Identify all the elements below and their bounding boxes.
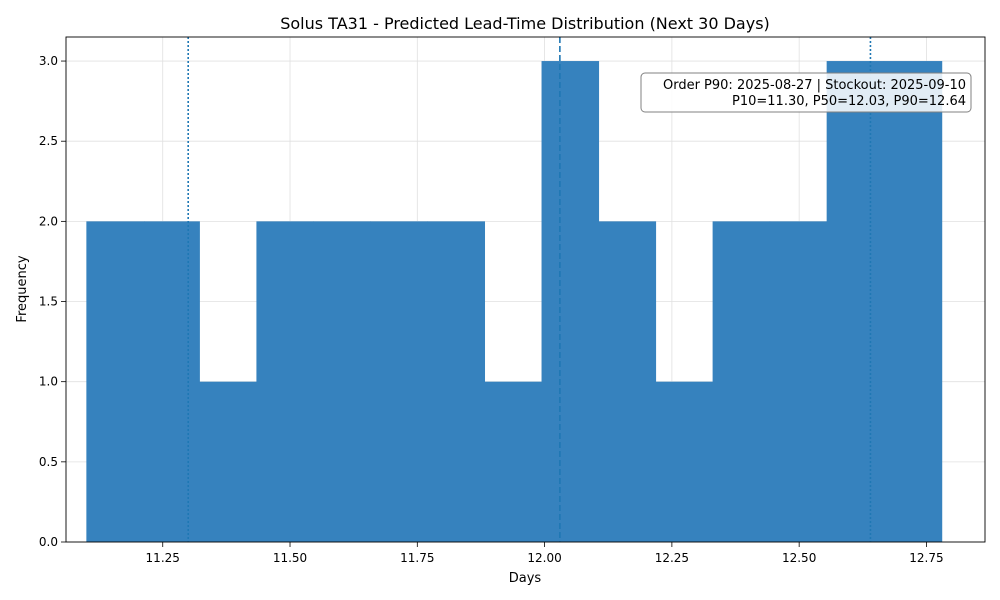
- histogram-bar: [256, 221, 314, 542]
- histogram-bar: [144, 221, 200, 542]
- annotation-frame: [640, 72, 972, 113]
- histogram-bar: [598, 221, 657, 542]
- histogram-bars: [86, 61, 943, 543]
- histogram-bar: [427, 221, 486, 542]
- y-tick-label: 1.0: [39, 375, 58, 389]
- histogram-bar: [769, 221, 828, 542]
- annotation-line-1: Order P90: 2025-08-27 | Stockout: 2025-0…: [663, 78, 966, 93]
- reference-lines: [187, 37, 872, 542]
- histogram-bar: [826, 61, 885, 543]
- chart-title: Solus TA31 - Predicted Lead-Time Distrib…: [280, 14, 770, 33]
- axes: [65, 36, 986, 543]
- histogram-bar: [655, 381, 714, 542]
- x-axis-ticks: 11.25 11.50 11.75 12.00 12.25 12.50 12.75: [146, 542, 944, 565]
- histogram-bar: [541, 61, 600, 543]
- y-tick-label: 0.5: [39, 455, 58, 469]
- histogram-bar: [370, 221, 428, 542]
- histogram-bar: [86, 221, 145, 542]
- annotation-line-2: P10=11.30, P50=12.03, P90=12.64: [732, 94, 966, 109]
- y-tick-label: 2.5: [39, 134, 58, 148]
- x-tick-label: 11.50: [273, 551, 307, 565]
- y-tick-label: 3.0: [39, 54, 58, 68]
- histogram-bar: [883, 61, 943, 543]
- x-tick-label: 12.25: [655, 551, 689, 565]
- histogram-bar: [484, 381, 543, 542]
- x-tick-label: 11.25: [146, 551, 180, 565]
- histogram-bar: [712, 221, 771, 542]
- x-tick-label: 12.00: [527, 551, 561, 565]
- histogram-bar: [199, 381, 257, 542]
- annotation-box: Order P90: 2025-08-27 | Stockout: 2025-0…: [640, 72, 972, 113]
- x-axis-label: Days: [509, 571, 542, 586]
- histogram-bar: [313, 221, 371, 542]
- y-tick-label: 2.0: [39, 214, 58, 228]
- x-tick-label: 12.75: [909, 551, 943, 565]
- y-tick-label: 1.5: [39, 295, 58, 309]
- y-axis-ticks: 0.0 0.5 1.0 1.5 2.0 2.5 3.0: [39, 54, 66, 549]
- plot-frame: [65, 36, 986, 543]
- x-tick-label: 11.75: [400, 551, 434, 565]
- y-axis-label: Frequency: [15, 255, 30, 322]
- y-tick-label: 0.0: [39, 535, 58, 549]
- x-tick-label: 12.50: [782, 551, 816, 565]
